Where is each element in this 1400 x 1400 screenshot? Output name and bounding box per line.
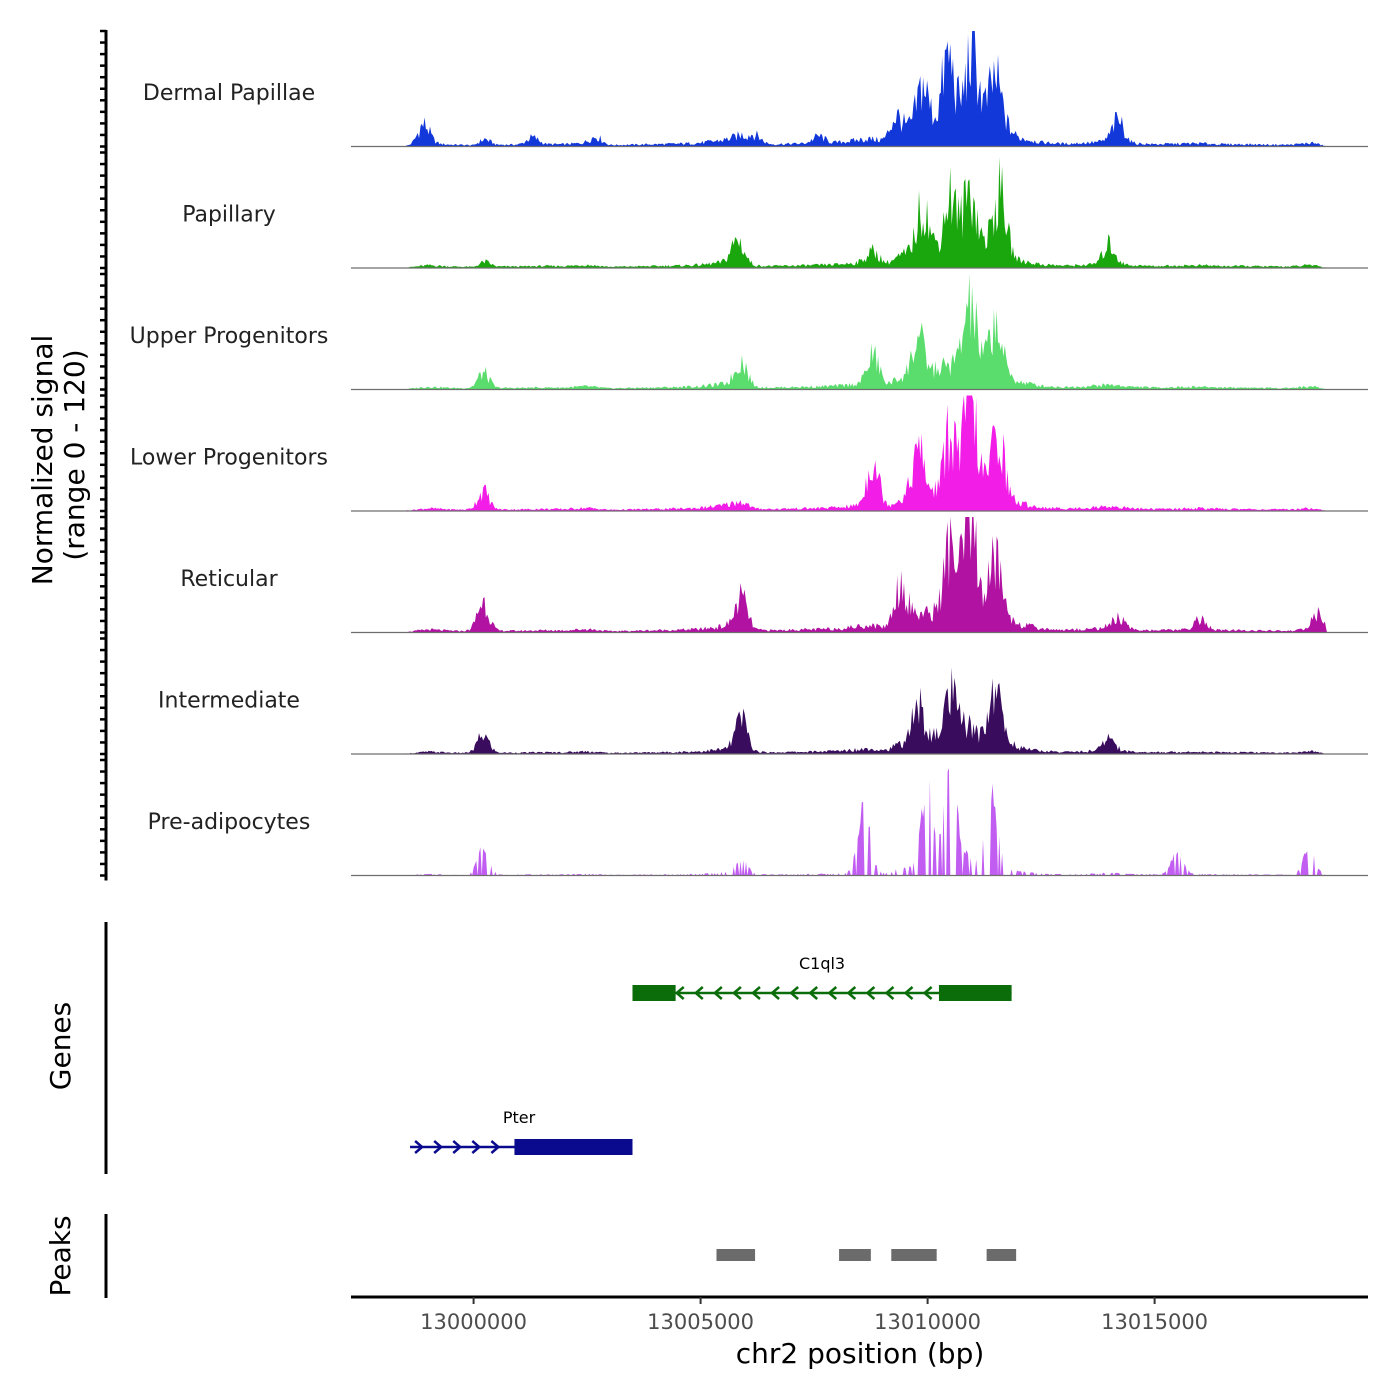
signal-area [405, 274, 1328, 390]
peaks-track [716, 1249, 1017, 1261]
coverage-tracks: Dermal Papillae Papillary Upper Progenitor… [130, 31, 1368, 877]
track-label: Reticular [180, 567, 278, 592]
strand-chevron [490, 1140, 501, 1154]
strand-chevron [712, 986, 723, 1000]
gene-exon [938, 985, 1012, 1001]
track-label: Papillary [182, 203, 276, 228]
track-lower-progenitors: Lower Progenitors [130, 395, 1368, 512]
track-intermediate: Intermediate [158, 667, 1368, 755]
strand-chevron [433, 1140, 444, 1154]
gene-pter: Pter [410, 1108, 633, 1155]
strand-chevron [922, 986, 933, 1000]
gene-exon [514, 1139, 633, 1155]
genes-track-label: Genes [44, 1002, 77, 1090]
x-tick-label: 13000000 [420, 1310, 527, 1334]
peak-region [891, 1249, 937, 1261]
signal-area [405, 517, 1328, 633]
strand-chevron [789, 986, 799, 1000]
strand-chevron [452, 1140, 463, 1154]
peaks-track-label: Peaks [44, 1215, 77, 1296]
track-label: Pre-adipocytes [148, 810, 311, 835]
gene-exon [632, 985, 676, 1001]
signal-area [405, 768, 1328, 876]
strand-chevron [865, 986, 876, 1000]
track-label: Dermal Papillae [143, 81, 315, 106]
track-reticular: Reticular [180, 517, 1368, 634]
strand-chevron [770, 986, 780, 1000]
strand-chevron [846, 986, 857, 1000]
strand-chevron [693, 986, 704, 1000]
track-upper-progenitors: Upper Progenitors [130, 274, 1368, 391]
strand-chevron [751, 986, 761, 1000]
strand-chevron [731, 986, 742, 1000]
genes-track: C1ql3 Pter [410, 954, 1012, 1155]
x-axis-title: chr2 position (bp) [736, 1337, 985, 1370]
peak-region [986, 1249, 1017, 1261]
peak-region [716, 1249, 756, 1261]
strand-chevron [808, 986, 819, 1000]
signal-area [405, 31, 1328, 147]
x-axis-ticks: 13000000 13005000 13010000 13015000 [420, 1297, 1208, 1334]
peak-region [839, 1249, 871, 1261]
track-label: Intermediate [158, 689, 300, 714]
y-axis-title: Normalized signal [26, 335, 59, 586]
track-dermal-papillae: Dermal Papillae [143, 31, 1368, 148]
signal-area [405, 395, 1328, 511]
x-tick-label: 13010000 [874, 1310, 981, 1334]
gene-label: C1ql3 [799, 954, 845, 973]
track-papillary: Papillary [182, 157, 1368, 269]
signal-area [405, 157, 1328, 268]
x-tick-label: 13005000 [647, 1310, 754, 1334]
strand-chevron [471, 1140, 482, 1154]
strand-chevron [884, 986, 895, 1000]
track-label: Lower Progenitors [130, 446, 328, 471]
signal-area [405, 667, 1328, 754]
strand-chevron [827, 986, 838, 1000]
x-tick-label: 13015000 [1101, 1310, 1208, 1334]
y-axis-range-label: (range 0 - 120) [58, 349, 91, 560]
strand-chevron [903, 986, 914, 1000]
track-pre-adipocytes: Pre-adipocytes [148, 768, 1368, 877]
gene-c1ql3: C1ql3 [632, 954, 1012, 1001]
signal-y-axis [100, 29, 108, 881]
strand-chevron [414, 1140, 425, 1154]
track-label: Upper Progenitors [130, 324, 329, 349]
strand-chevron [674, 986, 685, 1000]
gene-label: Pter [503, 1108, 536, 1127]
